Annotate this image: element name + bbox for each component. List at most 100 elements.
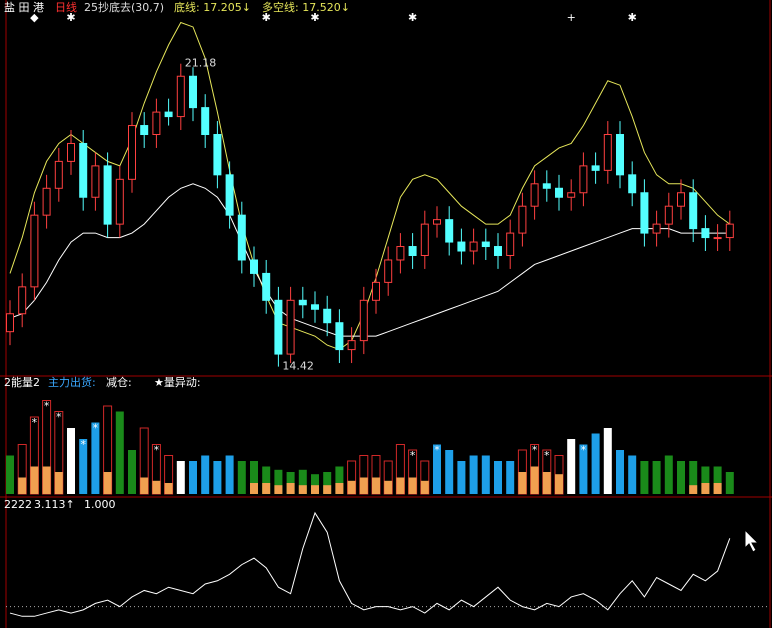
candle-body <box>567 192 576 198</box>
reduce-bar <box>713 483 722 494</box>
reduce-bar <box>542 472 551 494</box>
energy-bar <box>579 444 588 494</box>
volume-star: * <box>605 427 611 440</box>
energy-bar <box>311 474 319 494</box>
candle-body <box>115 178 124 225</box>
candle-body <box>616 134 624 176</box>
energy-bar <box>91 422 100 494</box>
reduce-bar <box>689 485 698 494</box>
candle-body <box>201 107 210 136</box>
mouse-cursor <box>744 528 760 553</box>
energy-bar <box>591 433 600 494</box>
candle-body <box>494 246 502 256</box>
candle-body <box>701 228 710 239</box>
candle-body <box>542 183 551 189</box>
candle-body <box>286 299 295 355</box>
energy-bar <box>494 461 502 494</box>
candle-body <box>591 165 600 171</box>
panel-title: 2222 <box>4 498 32 511</box>
candle-body <box>128 125 136 180</box>
candle-body <box>54 160 63 189</box>
energy-bar <box>628 455 637 494</box>
reduce-bar <box>347 480 356 494</box>
candle-body <box>213 134 222 176</box>
signal: ✱ <box>408 11 417 24</box>
legend-entry: ★量异动: <box>154 376 201 389</box>
energy-bar <box>713 466 722 494</box>
energy-bar <box>250 461 258 494</box>
energy-bar <box>701 466 710 494</box>
energy-bar <box>201 455 210 494</box>
volume-star: * <box>56 411 62 424</box>
candle-body <box>18 286 27 315</box>
reduce-bar <box>323 485 332 494</box>
candle-body <box>530 183 539 207</box>
candle-body <box>298 299 307 306</box>
reduce-bar <box>518 472 527 494</box>
energy-bar <box>237 461 246 494</box>
volume-star: * <box>44 400 50 413</box>
candle-body <box>725 223 734 239</box>
candle-body <box>603 134 612 171</box>
energy-bar <box>225 455 234 494</box>
energy-bar <box>262 466 271 494</box>
candle-body <box>457 241 466 252</box>
stock-name: 盐 田 港 <box>4 1 44 14</box>
volume-star: * <box>544 449 550 462</box>
energy-bar <box>567 439 576 494</box>
volume-star: * <box>80 438 86 451</box>
candle-body <box>481 241 490 248</box>
reduce-bar <box>555 474 563 494</box>
candle-body <box>6 313 14 333</box>
reduce-bar <box>152 480 161 494</box>
low-label: 14.42 <box>282 360 314 373</box>
candle-body <box>408 246 417 256</box>
energy-bar <box>67 428 75 494</box>
candle-body <box>469 241 478 252</box>
candle-body <box>274 299 283 355</box>
volume-star: * <box>581 444 587 457</box>
legend-entry: 主力出货: <box>48 375 96 389</box>
candle-body <box>347 340 356 351</box>
candle-body <box>384 259 393 283</box>
reduce-bar <box>298 485 307 494</box>
energy-bar <box>323 472 332 494</box>
energy-bar <box>213 461 222 494</box>
trend-line: 多空线: 17.520↓ <box>262 0 350 14</box>
high-label: 21.18 <box>185 57 217 70</box>
oscillator-line <box>9 511 731 617</box>
candle-body <box>433 219 441 225</box>
candle-body <box>225 174 234 216</box>
floor-line: 底线: 17.205↓ <box>174 0 251 14</box>
candle-body <box>689 192 698 230</box>
candle-body <box>176 75 185 118</box>
energy-bar <box>115 411 124 494</box>
period: 日线 <box>55 0 77 14</box>
candle-body <box>518 205 527 234</box>
candle-body <box>359 299 368 342</box>
reduce-bar <box>42 466 51 494</box>
candle-body <box>164 111 173 118</box>
candle-body <box>506 232 515 256</box>
energy-bar <box>176 461 185 494</box>
energy-bar <box>664 455 673 494</box>
reduce-bar <box>274 485 283 494</box>
energy-bar <box>616 450 624 494</box>
candle-body <box>237 214 246 261</box>
energy-bar <box>689 461 698 494</box>
reduce-bar <box>359 477 368 494</box>
energy-bar <box>335 466 344 494</box>
reduce-bar <box>384 480 393 494</box>
reduce-bar <box>335 483 344 494</box>
energy-bar <box>79 439 88 494</box>
energy-bar <box>433 444 441 494</box>
candle-body <box>677 192 685 207</box>
energy-bar <box>128 450 136 494</box>
candle-body <box>445 219 454 243</box>
candle-body <box>140 125 149 136</box>
signal: + <box>567 11 576 24</box>
candle-body <box>640 192 649 234</box>
candle-body <box>250 259 258 274</box>
